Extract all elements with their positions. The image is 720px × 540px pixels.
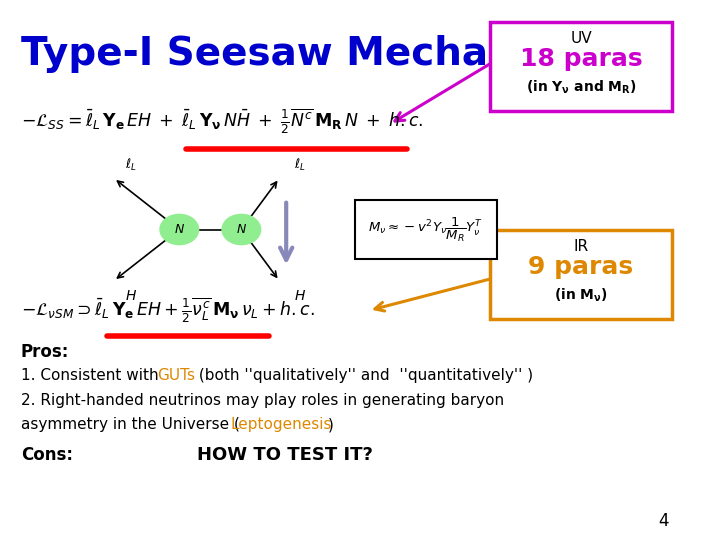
Circle shape xyxy=(160,214,199,245)
FancyBboxPatch shape xyxy=(490,230,672,319)
Text: GUTs: GUTs xyxy=(157,368,195,383)
Text: $M_\nu \approx -v^2 Y_\nu \dfrac{1}{M_R} Y_\nu^T$: $M_\nu \approx -v^2 Y_\nu \dfrac{1}{M_R}… xyxy=(368,215,483,244)
Text: IR: IR xyxy=(573,239,588,254)
Text: HOW TO TEST IT?: HOW TO TEST IT? xyxy=(197,446,372,463)
Text: $\ell_L$: $\ell_L$ xyxy=(294,157,306,173)
Text: $\ell_L$: $\ell_L$ xyxy=(125,157,137,173)
Circle shape xyxy=(222,214,261,245)
FancyBboxPatch shape xyxy=(355,200,497,259)
Text: (in $\mathbf{Y_\nu}$ and $\mathbf{M_R}$): (in $\mathbf{Y_\nu}$ and $\mathbf{M_R}$) xyxy=(526,79,636,96)
Text: 1. Consistent with: 1. Consistent with xyxy=(21,368,163,383)
FancyBboxPatch shape xyxy=(490,22,672,111)
Text: ): ) xyxy=(328,417,333,433)
Text: $-\mathcal{L}_{\nu SM} \supset \bar{\ell}_L \, \mathbf{Y_e} \, EH + \frac{1}{2}\: $-\mathcal{L}_{\nu SM} \supset \bar{\ell… xyxy=(21,296,315,325)
Text: $H$: $H$ xyxy=(294,289,306,303)
Text: 4: 4 xyxy=(659,512,669,530)
Text: $-\mathcal{L}_{SS} = \bar{\ell}_L \, \mathbf{Y_e} \, EH \;+\; \bar{\ell}_L \, \m: $-\mathcal{L}_{SS} = \bar{\ell}_L \, \ma… xyxy=(21,107,423,136)
Text: UV: UV xyxy=(570,31,592,46)
Text: 9 paras: 9 paras xyxy=(528,255,634,279)
Text: $N$: $N$ xyxy=(236,223,247,236)
Text: $H$: $H$ xyxy=(125,289,137,303)
Text: Type-I Seesaw Mechanism: Type-I Seesaw Mechanism xyxy=(21,35,593,73)
Text: 18 paras: 18 paras xyxy=(520,47,642,71)
Text: Pros:: Pros: xyxy=(21,343,69,361)
Text: asymmetry in the Universe (: asymmetry in the Universe ( xyxy=(21,417,240,433)
Text: (in $\mathbf{M_\nu}$): (in $\mathbf{M_\nu}$) xyxy=(554,287,608,304)
Text: $N$: $N$ xyxy=(174,223,185,236)
Text: Cons:: Cons: xyxy=(21,446,73,463)
Text: Leptogenesis: Leptogenesis xyxy=(230,417,332,433)
Text: 2. Right-handed neutrinos may play roles in generating baryon: 2. Right-handed neutrinos may play roles… xyxy=(21,393,504,408)
Text: (both ''qualitatively'' and  ''quantitatively'' ): (both ''qualitatively'' and ''quantitati… xyxy=(194,368,533,383)
